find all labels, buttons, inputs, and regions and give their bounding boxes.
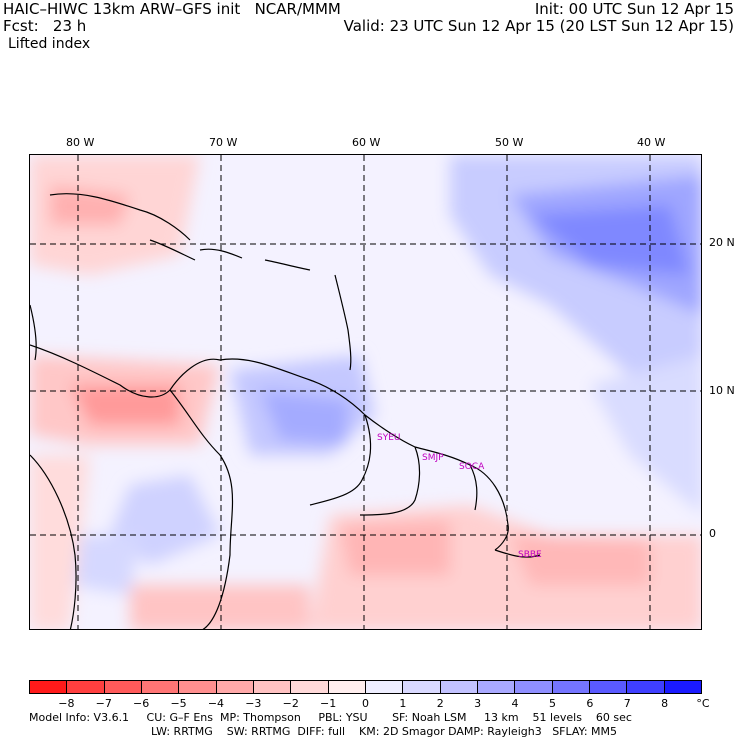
colorbar-tick-label: −2 xyxy=(282,697,299,710)
colorbar-cell xyxy=(30,681,68,693)
colorbar-tick-label: 5 xyxy=(548,697,556,710)
colorbar-tick-label: 0 xyxy=(362,697,369,710)
forecast-hour: Fcst: 23 h xyxy=(3,17,87,35)
lon-label-50w: 50 W xyxy=(495,136,524,149)
colorbar-cell xyxy=(67,681,105,693)
station-label-smjp: SMJP xyxy=(422,453,444,463)
colorbar-cell xyxy=(104,681,142,693)
model-info-line1: Model Info: V3.6.1 CU: G–F Ens MP: Thomp… xyxy=(29,711,632,724)
lat-label-equator: 0 xyxy=(709,527,716,540)
colorbar-tick-label: −6 xyxy=(133,697,150,710)
colorbar-cell xyxy=(515,681,553,693)
lat-label-10n: 10 N xyxy=(709,384,735,397)
map-panel: SYEU SMJP SOCA SBBE xyxy=(29,154,702,630)
model-info-line2: LW: RRTMG SW: RRTMG DIFF: full KM: 2D Sm… xyxy=(151,725,617,738)
lat-label-20n: 20 N xyxy=(709,236,735,249)
lon-label-70w: 70 W xyxy=(209,136,238,149)
colorbar-cell xyxy=(552,681,590,693)
colorbar-cell xyxy=(253,681,292,693)
colorbar-tick-label: 8 xyxy=(661,697,669,710)
station-label-soca: SOCA xyxy=(459,462,485,472)
colorbar-tick-label: −4 xyxy=(207,697,225,710)
colorbar-tick-label: 6 xyxy=(586,697,594,710)
field-shading xyxy=(30,155,701,629)
lon-label-40w: 40 W xyxy=(637,136,666,149)
colorbar-tick-label: −8 xyxy=(58,697,75,710)
colorbar-tick-label: −5 xyxy=(170,697,187,710)
colorbar-cell xyxy=(365,681,404,693)
valid-time: Valid: 23 UTC Sun 12 Apr 15 (20 LST Sun … xyxy=(343,17,734,35)
colorbar-tick-label: 3 xyxy=(474,697,482,710)
colorbar-cell xyxy=(440,681,478,693)
field-name: Lifted index xyxy=(8,36,91,52)
init-time: Init: 00 UTC Sun 12 Apr 15 xyxy=(534,0,734,18)
colorbar-cell xyxy=(291,681,329,693)
lifted-index-field xyxy=(30,155,701,629)
colorbar-cell xyxy=(179,681,217,693)
colorbar-cell xyxy=(664,681,701,693)
colorbar-cell xyxy=(627,681,665,693)
colorbar-cell xyxy=(403,681,441,693)
colorbar-cell xyxy=(328,681,366,693)
model-title: HAIC–HIWC 13km ARW–GFS init NCAR/MMM xyxy=(3,0,341,18)
colorbar-tick-label: 7 xyxy=(623,697,631,710)
station-label-syeu: SYEU xyxy=(377,433,401,443)
lon-label-60w: 60 W xyxy=(352,136,381,149)
latlon-grid xyxy=(30,155,701,629)
colorbar-tick-label: −1 xyxy=(320,697,337,710)
colorbar-unit: °C xyxy=(696,697,710,710)
colorbar-tick-label: 2 xyxy=(436,697,444,710)
coastlines xyxy=(30,193,541,629)
colorbar-cell xyxy=(477,681,516,693)
colorbar-tick-label: 1 xyxy=(399,697,407,710)
colorbar-cell xyxy=(589,681,628,693)
colorbar-tick-label: 4 xyxy=(511,697,519,710)
station-label-sbbe: SBBE xyxy=(518,550,542,560)
colorbar-tick-label: −7 xyxy=(95,697,112,710)
colorbar-cell xyxy=(216,681,254,693)
colorbar-tick-label: −3 xyxy=(245,697,262,710)
colorbar xyxy=(29,680,702,694)
colorbar-cell xyxy=(141,681,180,693)
lon-label-80w: 80 W xyxy=(66,136,95,149)
